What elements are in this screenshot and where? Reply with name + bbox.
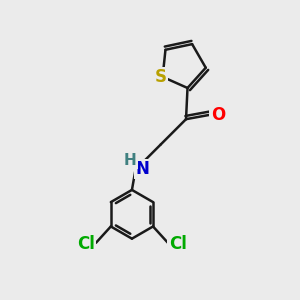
Text: Cl: Cl: [77, 235, 95, 253]
Text: S: S: [155, 68, 167, 86]
Text: H: H: [124, 153, 136, 168]
Text: N: N: [135, 160, 149, 178]
Text: Cl: Cl: [169, 235, 187, 253]
Text: O: O: [211, 106, 225, 124]
